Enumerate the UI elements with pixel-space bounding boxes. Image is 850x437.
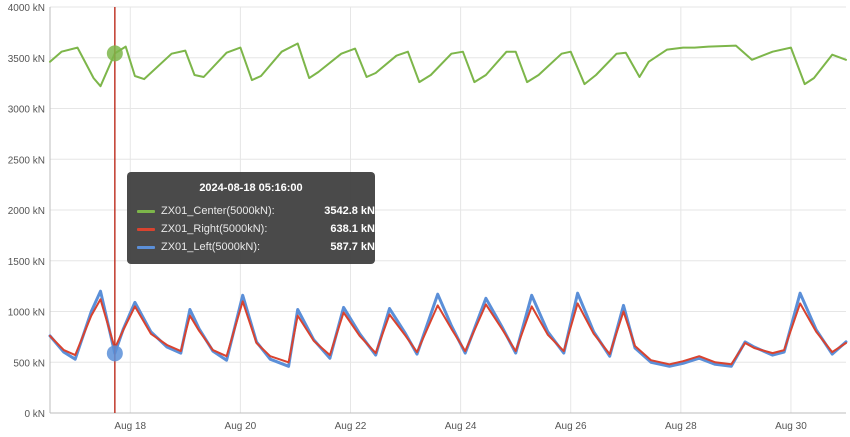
- y-tick-label: 3000 kN: [8, 105, 45, 116]
- cursor-marker-center: [106, 45, 123, 62]
- y-tick-label: 2500 kN: [8, 155, 45, 166]
- x-tick-label: Aug 28: [665, 421, 697, 432]
- y-tick-label: 0 kN: [24, 409, 45, 420]
- tooltip-timestamp: 2024-08-18 05:16:00: [199, 182, 303, 194]
- y-tick-label: 1500 kN: [8, 257, 45, 268]
- tooltip-series-value: 587.7 kN: [330, 241, 375, 253]
- cursor-markers: [106, 45, 123, 362]
- tooltip-series-name: ZX01_Right(5000kN):: [161, 223, 268, 235]
- x-tick-label: Aug 30: [775, 421, 807, 432]
- series-line-center: [49, 42, 847, 88]
- x-tick-label: Aug 24: [445, 421, 477, 432]
- tooltip-series-name: ZX01_Center(5000kN):: [161, 205, 275, 217]
- grid-lines: [49, 6, 846, 414]
- hover-tooltip: 2024-08-18 05:16:00 ZX01_Center(5000kN):…: [127, 172, 375, 264]
- y-tick-label: 1000 kN: [8, 308, 45, 319]
- cursor-marker-left: [106, 345, 123, 362]
- series-lines: [48, 42, 848, 368]
- y-tick-label: 500 kN: [13, 358, 45, 369]
- x-axis-ticks: Aug 18 Aug 20 Aug 22 Aug 24 Aug 26 Aug 28 Aug …: [114, 421, 807, 432]
- right-series-swatch: [137, 227, 155, 231]
- center-series-swatch: [137, 209, 155, 213]
- y-axis-ticks: 0 kN 500 kN 1000 kN 1500 kN 2000 kN 2500 kN 30…: [8, 3, 45, 420]
- tooltip-series-value: 3542.8 kN: [324, 205, 375, 217]
- tooltip-series-value: 638.1 kN: [330, 223, 375, 235]
- tooltip-series-name: ZX01_Left(5000kN):: [161, 241, 261, 253]
- y-tick-label: 4000 kN: [8, 3, 45, 14]
- tooltip-row-right: ZX01_Right(5000kN): 638.1 kN: [127, 220, 375, 238]
- tooltip-row-center: ZX01_Center(5000kN): 3542.8 kN: [127, 202, 375, 220]
- x-tick-label: Aug 26: [555, 421, 587, 432]
- x-tick-label: Aug 22: [335, 421, 367, 432]
- x-tick-label: Aug 18: [114, 421, 146, 432]
- series-line-right: [49, 298, 847, 366]
- y-tick-label: 3500 kN: [8, 54, 45, 65]
- x-tick-label: Aug 20: [225, 421, 257, 432]
- left-series-swatch: [137, 245, 155, 249]
- tooltip-row-left: ZX01_Left(5000kN): 587.7 kN: [127, 238, 375, 256]
- series-line-left: [48, 289, 848, 368]
- y-tick-label: 2000 kN: [8, 206, 45, 217]
